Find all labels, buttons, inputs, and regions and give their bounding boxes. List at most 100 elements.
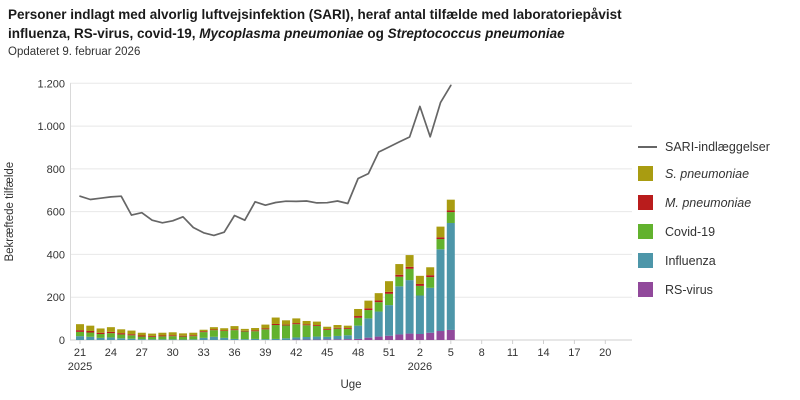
bar-segment[interactable] bbox=[76, 330, 84, 332]
bar-segment[interactable] bbox=[158, 336, 167, 340]
bar-segment[interactable] bbox=[137, 339, 146, 340]
bar-segment[interactable] bbox=[436, 239, 445, 250]
bar-segment[interactable] bbox=[148, 333, 157, 336]
bar-segment[interactable] bbox=[426, 267, 435, 276]
bar-segment[interactable] bbox=[333, 328, 342, 336]
bar-segment[interactable] bbox=[158, 335, 167, 337]
bar-segment[interactable] bbox=[312, 336, 321, 340]
bar-segment[interactable] bbox=[343, 339, 352, 340]
bar-segment[interactable] bbox=[96, 334, 105, 338]
bar-segment[interactable] bbox=[415, 285, 424, 296]
bar-segment[interactable] bbox=[261, 329, 270, 340]
bar-segment[interactable] bbox=[312, 321, 321, 326]
bar-segment[interactable] bbox=[405, 255, 414, 267]
bar-segment[interactable] bbox=[76, 336, 84, 340]
bar-segment[interactable] bbox=[96, 328, 105, 333]
bar-segment[interactable] bbox=[282, 320, 290, 325]
bar-segment[interactable] bbox=[343, 335, 352, 340]
bar-segment[interactable] bbox=[333, 339, 342, 340]
bar-segment[interactable] bbox=[168, 335, 177, 337]
bar-segment[interactable] bbox=[374, 293, 383, 301]
bar-segment[interactable] bbox=[333, 327, 342, 329]
bar-segment[interactable] bbox=[374, 311, 383, 337]
bar-segment[interactable] bbox=[436, 237, 445, 240]
bar-segment[interactable] bbox=[168, 339, 177, 340]
bar-segment[interactable] bbox=[302, 337, 311, 340]
bar-segment[interactable] bbox=[395, 286, 404, 335]
bar-segment[interactable] bbox=[137, 336, 146, 340]
bar-segment[interactable] bbox=[405, 268, 414, 281]
bar-segment[interactable] bbox=[354, 338, 363, 340]
bar-segment[interactable] bbox=[106, 331, 115, 334]
bar-segment[interactable] bbox=[282, 338, 290, 340]
legend-item-sari-indl-ggelser[interactable]: SARI-indlæggelser bbox=[638, 135, 770, 159]
legend-item-m-pneumoniae[interactable]: M. pneumoniae bbox=[638, 188, 770, 217]
bar-segment[interactable] bbox=[364, 310, 373, 319]
bar-segment[interactable] bbox=[127, 335, 136, 339]
series-rs-virus[interactable] bbox=[292, 329, 455, 341]
bar-segment[interactable] bbox=[137, 335, 146, 337]
bar-segment[interactable] bbox=[343, 325, 352, 329]
bar-segment[interactable] bbox=[271, 325, 280, 339]
bar-segment[interactable] bbox=[106, 327, 115, 332]
bar-segment[interactable] bbox=[426, 277, 435, 288]
bar-segment[interactable] bbox=[86, 325, 95, 332]
series-s-pneumoniae[interactable] bbox=[76, 199, 455, 336]
bar-segment[interactable] bbox=[354, 317, 363, 326]
bar-segment[interactable] bbox=[426, 275, 435, 278]
bar-segment[interactable] bbox=[302, 324, 311, 326]
bar-segment[interactable] bbox=[385, 281, 393, 292]
bar-segment[interactable] bbox=[179, 335, 187, 337]
bar-segment[interactable] bbox=[251, 331, 260, 339]
bar-segment[interactable] bbox=[405, 333, 414, 340]
bar-segment[interactable] bbox=[415, 334, 424, 340]
bar-segment[interactable] bbox=[385, 291, 393, 294]
bar-segment[interactable] bbox=[292, 337, 301, 340]
bar-segment[interactable] bbox=[76, 324, 84, 331]
bar-segment[interactable] bbox=[395, 274, 404, 277]
bar-segment[interactable] bbox=[364, 337, 373, 340]
series-covid-19[interactable] bbox=[76, 212, 455, 340]
bar-segment[interactable] bbox=[251, 338, 260, 340]
bar-segment[interactable] bbox=[302, 339, 311, 341]
bar-segment[interactable] bbox=[415, 275, 424, 284]
bar-segment[interactable] bbox=[199, 329, 208, 332]
bar-segment[interactable] bbox=[220, 328, 229, 331]
bar-segment[interactable] bbox=[230, 330, 239, 339]
bar-segment[interactable] bbox=[199, 337, 208, 340]
bar-segment[interactable] bbox=[323, 339, 332, 340]
bar-segment[interactable] bbox=[230, 329, 239, 331]
sari-line[interactable] bbox=[79, 84, 452, 237]
bar-segment[interactable] bbox=[189, 332, 198, 336]
bar-segment[interactable] bbox=[436, 331, 445, 340]
bar-segment[interactable] bbox=[364, 318, 373, 338]
bar-segment[interactable] bbox=[189, 336, 198, 340]
bar-segment[interactable] bbox=[395, 264, 404, 275]
legend-item-influenza[interactable]: Influenza bbox=[638, 246, 770, 275]
bar-segment[interactable] bbox=[230, 338, 239, 340]
bar-segment[interactable] bbox=[148, 335, 157, 337]
bar-segment[interactable] bbox=[446, 210, 455, 213]
bar-segment[interactable] bbox=[323, 329, 332, 337]
bar-segment[interactable] bbox=[117, 338, 126, 340]
bar-segment[interactable] bbox=[415, 295, 424, 335]
bar-segment[interactable] bbox=[127, 334, 136, 336]
legend-item-covid-19[interactable]: Covid-19 bbox=[638, 217, 770, 246]
bar-segment[interactable] bbox=[179, 333, 187, 336]
bar-segment[interactable] bbox=[292, 339, 301, 341]
series-m-pneumoniae[interactable] bbox=[76, 210, 455, 337]
bar-segment[interactable] bbox=[343, 328, 352, 329]
bar-segment[interactable] bbox=[312, 325, 321, 326]
bar-segment[interactable] bbox=[385, 335, 393, 340]
bar-segment[interactable] bbox=[271, 323, 280, 326]
bar-segment[interactable] bbox=[106, 333, 115, 338]
bar-segment[interactable] bbox=[230, 326, 239, 330]
bar-segment[interactable] bbox=[271, 317, 280, 324]
bar-segment[interactable] bbox=[374, 300, 383, 303]
bar-segment[interactable] bbox=[282, 325, 290, 339]
bar-segment[interactable] bbox=[426, 287, 435, 333]
bar-segment[interactable] bbox=[117, 333, 126, 335]
bar-segment[interactable] bbox=[374, 336, 383, 340]
bar-segment[interactable] bbox=[240, 331, 249, 340]
bar-segment[interactable] bbox=[127, 338, 136, 340]
